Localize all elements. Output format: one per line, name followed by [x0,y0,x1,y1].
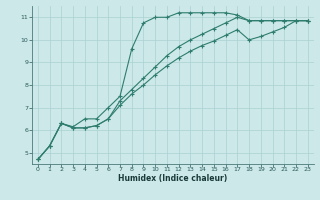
X-axis label: Humidex (Indice chaleur): Humidex (Indice chaleur) [118,174,228,183]
